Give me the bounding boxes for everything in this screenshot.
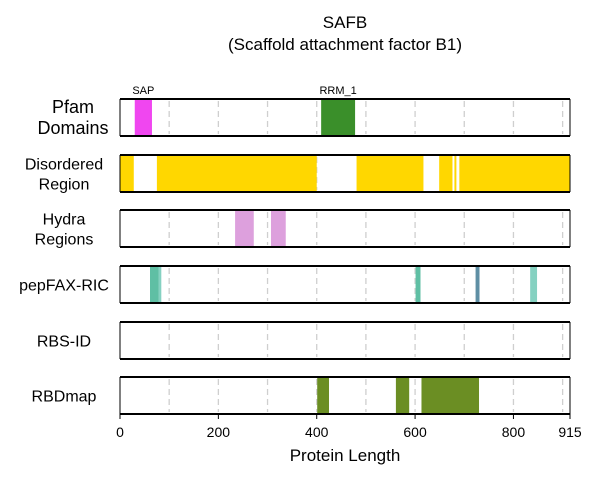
track-4: RBS-ID bbox=[37, 321, 571, 360]
track-2: Hydra Regions bbox=[35, 209, 571, 249]
feature-bar bbox=[454, 155, 457, 192]
x-tick-label: 915 bbox=[558, 424, 582, 440]
x-axis-label: Protein Length bbox=[290, 446, 401, 465]
feature-bar bbox=[158, 266, 162, 303]
x-tick-label: 600 bbox=[403, 424, 427, 440]
row-label: Regions bbox=[35, 232, 94, 249]
x-tick-label: 200 bbox=[207, 424, 231, 440]
feature-bar bbox=[321, 99, 356, 136]
track-5: RBDmap bbox=[32, 376, 571, 415]
row-label: RBS-ID bbox=[37, 334, 91, 351]
row-label: RBDmap bbox=[32, 389, 97, 406]
feature-bar bbox=[317, 377, 330, 414]
feature-bar bbox=[270, 210, 286, 247]
feature-bar bbox=[395, 377, 410, 414]
feature-bar bbox=[156, 155, 317, 192]
feature-bar bbox=[415, 266, 421, 303]
feature-bar bbox=[459, 155, 570, 192]
track-3: pepFAX-RIC bbox=[19, 265, 571, 304]
row-label: Disordered bbox=[25, 157, 103, 174]
x-tick-label: 400 bbox=[305, 424, 329, 440]
row-label: pepFAX-RIC bbox=[19, 278, 109, 295]
row-label: Hydra bbox=[43, 212, 86, 229]
x-tick-label: 800 bbox=[502, 424, 526, 440]
x-tick-label: 0 bbox=[116, 424, 124, 440]
row-label: Region bbox=[39, 177, 90, 194]
chart-subtitle: (Scaffold attachment factor B1) bbox=[228, 35, 462, 54]
row-label: Pfam bbox=[52, 97, 94, 117]
feature-bar bbox=[530, 266, 538, 303]
feature-bar bbox=[134, 99, 152, 136]
domain-label: RRM_1 bbox=[319, 85, 356, 97]
feature-bar bbox=[150, 266, 159, 303]
feature-bar bbox=[439, 155, 453, 192]
domain-label: SAP bbox=[132, 85, 154, 97]
chart-title: SAFB bbox=[323, 13, 367, 32]
feature-bar bbox=[120, 155, 134, 192]
feature-bar bbox=[356, 155, 424, 192]
row-label: Domains bbox=[37, 118, 108, 138]
x-axis: 0 200 400 600 800 915 bbox=[116, 414, 582, 440]
feature-bar bbox=[421, 377, 480, 414]
track-1: Disordered Region bbox=[25, 154, 571, 194]
feature-bar bbox=[235, 210, 254, 247]
feature-bar bbox=[475, 266, 480, 303]
